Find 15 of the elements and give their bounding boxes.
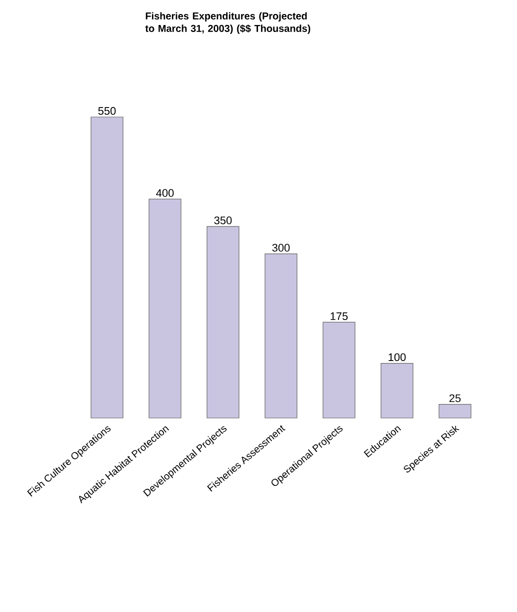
data-label: 400: [156, 189, 174, 197]
data-label: 100: [388, 353, 406, 362]
data-label: 350: [214, 216, 232, 224]
data-label: 175: [330, 312, 348, 320]
bar: [438, 404, 472, 418]
bar: [322, 322, 356, 418]
chart-title: Fisheries Expenditures (Projected to March 31, 2003) ($$ Thousands): [145, 12, 310, 34]
bar: [264, 254, 298, 418]
bar: [148, 198, 182, 418]
data-label: 550: [98, 107, 116, 115]
data-label: 300: [272, 244, 290, 252]
data-label: 25: [449, 394, 461, 402]
bar: [206, 226, 240, 418]
bar: [380, 362, 414, 418]
bar: [90, 116, 124, 418]
